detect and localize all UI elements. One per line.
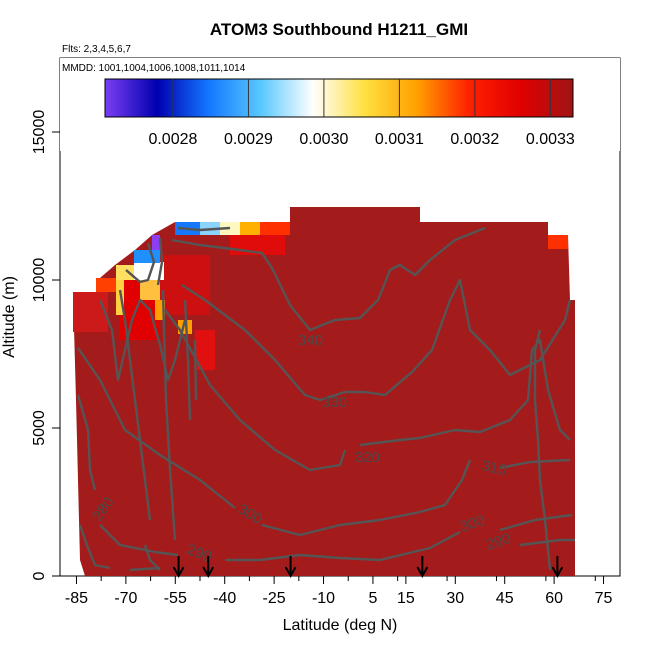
- field-patch: [140, 280, 160, 300]
- y-tick-label: 10000: [31, 258, 48, 303]
- y-axis: 0 5000 10000 15000: [31, 110, 60, 580]
- theta-contours: [76, 226, 575, 572]
- x-tick-label: 60: [545, 590, 563, 607]
- contour-label: 290: [484, 530, 513, 554]
- flight-arrow: [172, 556, 185, 579]
- field-patch: [548, 235, 568, 249]
- flight-arrow: [202, 556, 215, 579]
- colorbar-tick-label: 0.0028: [148, 131, 197, 148]
- x-tick-label: -55: [164, 590, 187, 607]
- contour-label: 300: [458, 512, 487, 536]
- colorbar: MMDD: 1001,1004,1006,1008,1011,1014 0.00…: [60, 58, 620, 151]
- data-field: [73, 207, 575, 576]
- y-tick-label: 5000: [31, 410, 48, 446]
- flights-note: Flts: 2,3,4,5,6,7: [62, 44, 131, 55]
- contour-line: [118, 289, 152, 521]
- contour-label: 330: [322, 394, 347, 411]
- contour-line: [533, 329, 552, 571]
- dates-note: MMDD: 1001,1004,1006,1008,1011,1014: [62, 63, 246, 74]
- field-patch: [116, 280, 124, 315]
- colorbar-ticks: 0.0028 0.0029 0.0030 0.0031 0.0032 0.0033: [148, 79, 575, 148]
- contour-label: 320: [355, 449, 380, 466]
- contour-line: [519, 538, 575, 547]
- flight-arrows: [172, 556, 564, 579]
- field-patch: [134, 250, 160, 263]
- field-patch: [195, 330, 215, 370]
- x-tick-label: -25: [263, 590, 286, 607]
- x-tick-label: 30: [446, 590, 464, 607]
- contour-line: [161, 289, 177, 541]
- x-axis: -85 -70 -55 -40 -25 -10 5 15 30 45 60 75: [65, 576, 613, 607]
- colorbar-tick-label: 0.0031: [375, 131, 424, 148]
- contour-line: [177, 226, 231, 232]
- y-axis-label: Altitude (m): [1, 276, 18, 358]
- x-tick-label: 15: [397, 590, 415, 607]
- field-patch: [73, 292, 108, 332]
- contour-line: [78, 524, 161, 572]
- y-tick-label: 15000: [31, 110, 48, 155]
- x-tick-label: 5: [368, 590, 377, 607]
- colorbar-gradient: [104, 78, 574, 118]
- field-patch: [152, 235, 160, 250]
- flight-arrow: [416, 556, 429, 579]
- y-tick-label: 0: [31, 571, 48, 580]
- x-tick-label: 75: [595, 590, 613, 607]
- contour-line: [98, 298, 187, 382]
- field-patch: [116, 265, 134, 280]
- flight-arrow: [551, 556, 564, 579]
- field-patch: [96, 278, 116, 292]
- contour-line: [171, 226, 486, 332]
- x-tick-label: -40: [213, 590, 236, 607]
- contour-line: [77, 347, 571, 537]
- flight-arrow: [284, 556, 297, 579]
- x-tick-label: -70: [114, 590, 137, 607]
- x-tick-label: -10: [312, 590, 335, 607]
- colorbar-tick-label: 0.0032: [450, 131, 499, 148]
- field-patch: [155, 300, 165, 320]
- contour-line: [76, 394, 573, 562]
- contour-label: 310: [480, 457, 508, 479]
- x-tick-label: -85: [65, 590, 88, 607]
- colorbar-tick-label: 0.0029: [224, 131, 273, 148]
- chart-title: ATOM3 Southbound H1211_GMI: [210, 20, 468, 39]
- contour-line: [181, 278, 572, 402]
- contour-line: [164, 309, 571, 472]
- colorbar-tick-label: 0.0030: [299, 131, 348, 148]
- field-patch: [134, 262, 164, 280]
- contour-line: [183, 299, 198, 421]
- x-tick-label: 45: [496, 590, 514, 607]
- field-patch: [240, 222, 260, 235]
- x-axis-label: Latitude (deg N): [283, 617, 398, 634]
- contour-line: [143, 544, 161, 571]
- colorbar-tick-label: 0.0033: [526, 131, 575, 148]
- field-patch: [260, 222, 290, 235]
- contour-line: [125, 237, 164, 286]
- contour-label: 340: [298, 332, 323, 349]
